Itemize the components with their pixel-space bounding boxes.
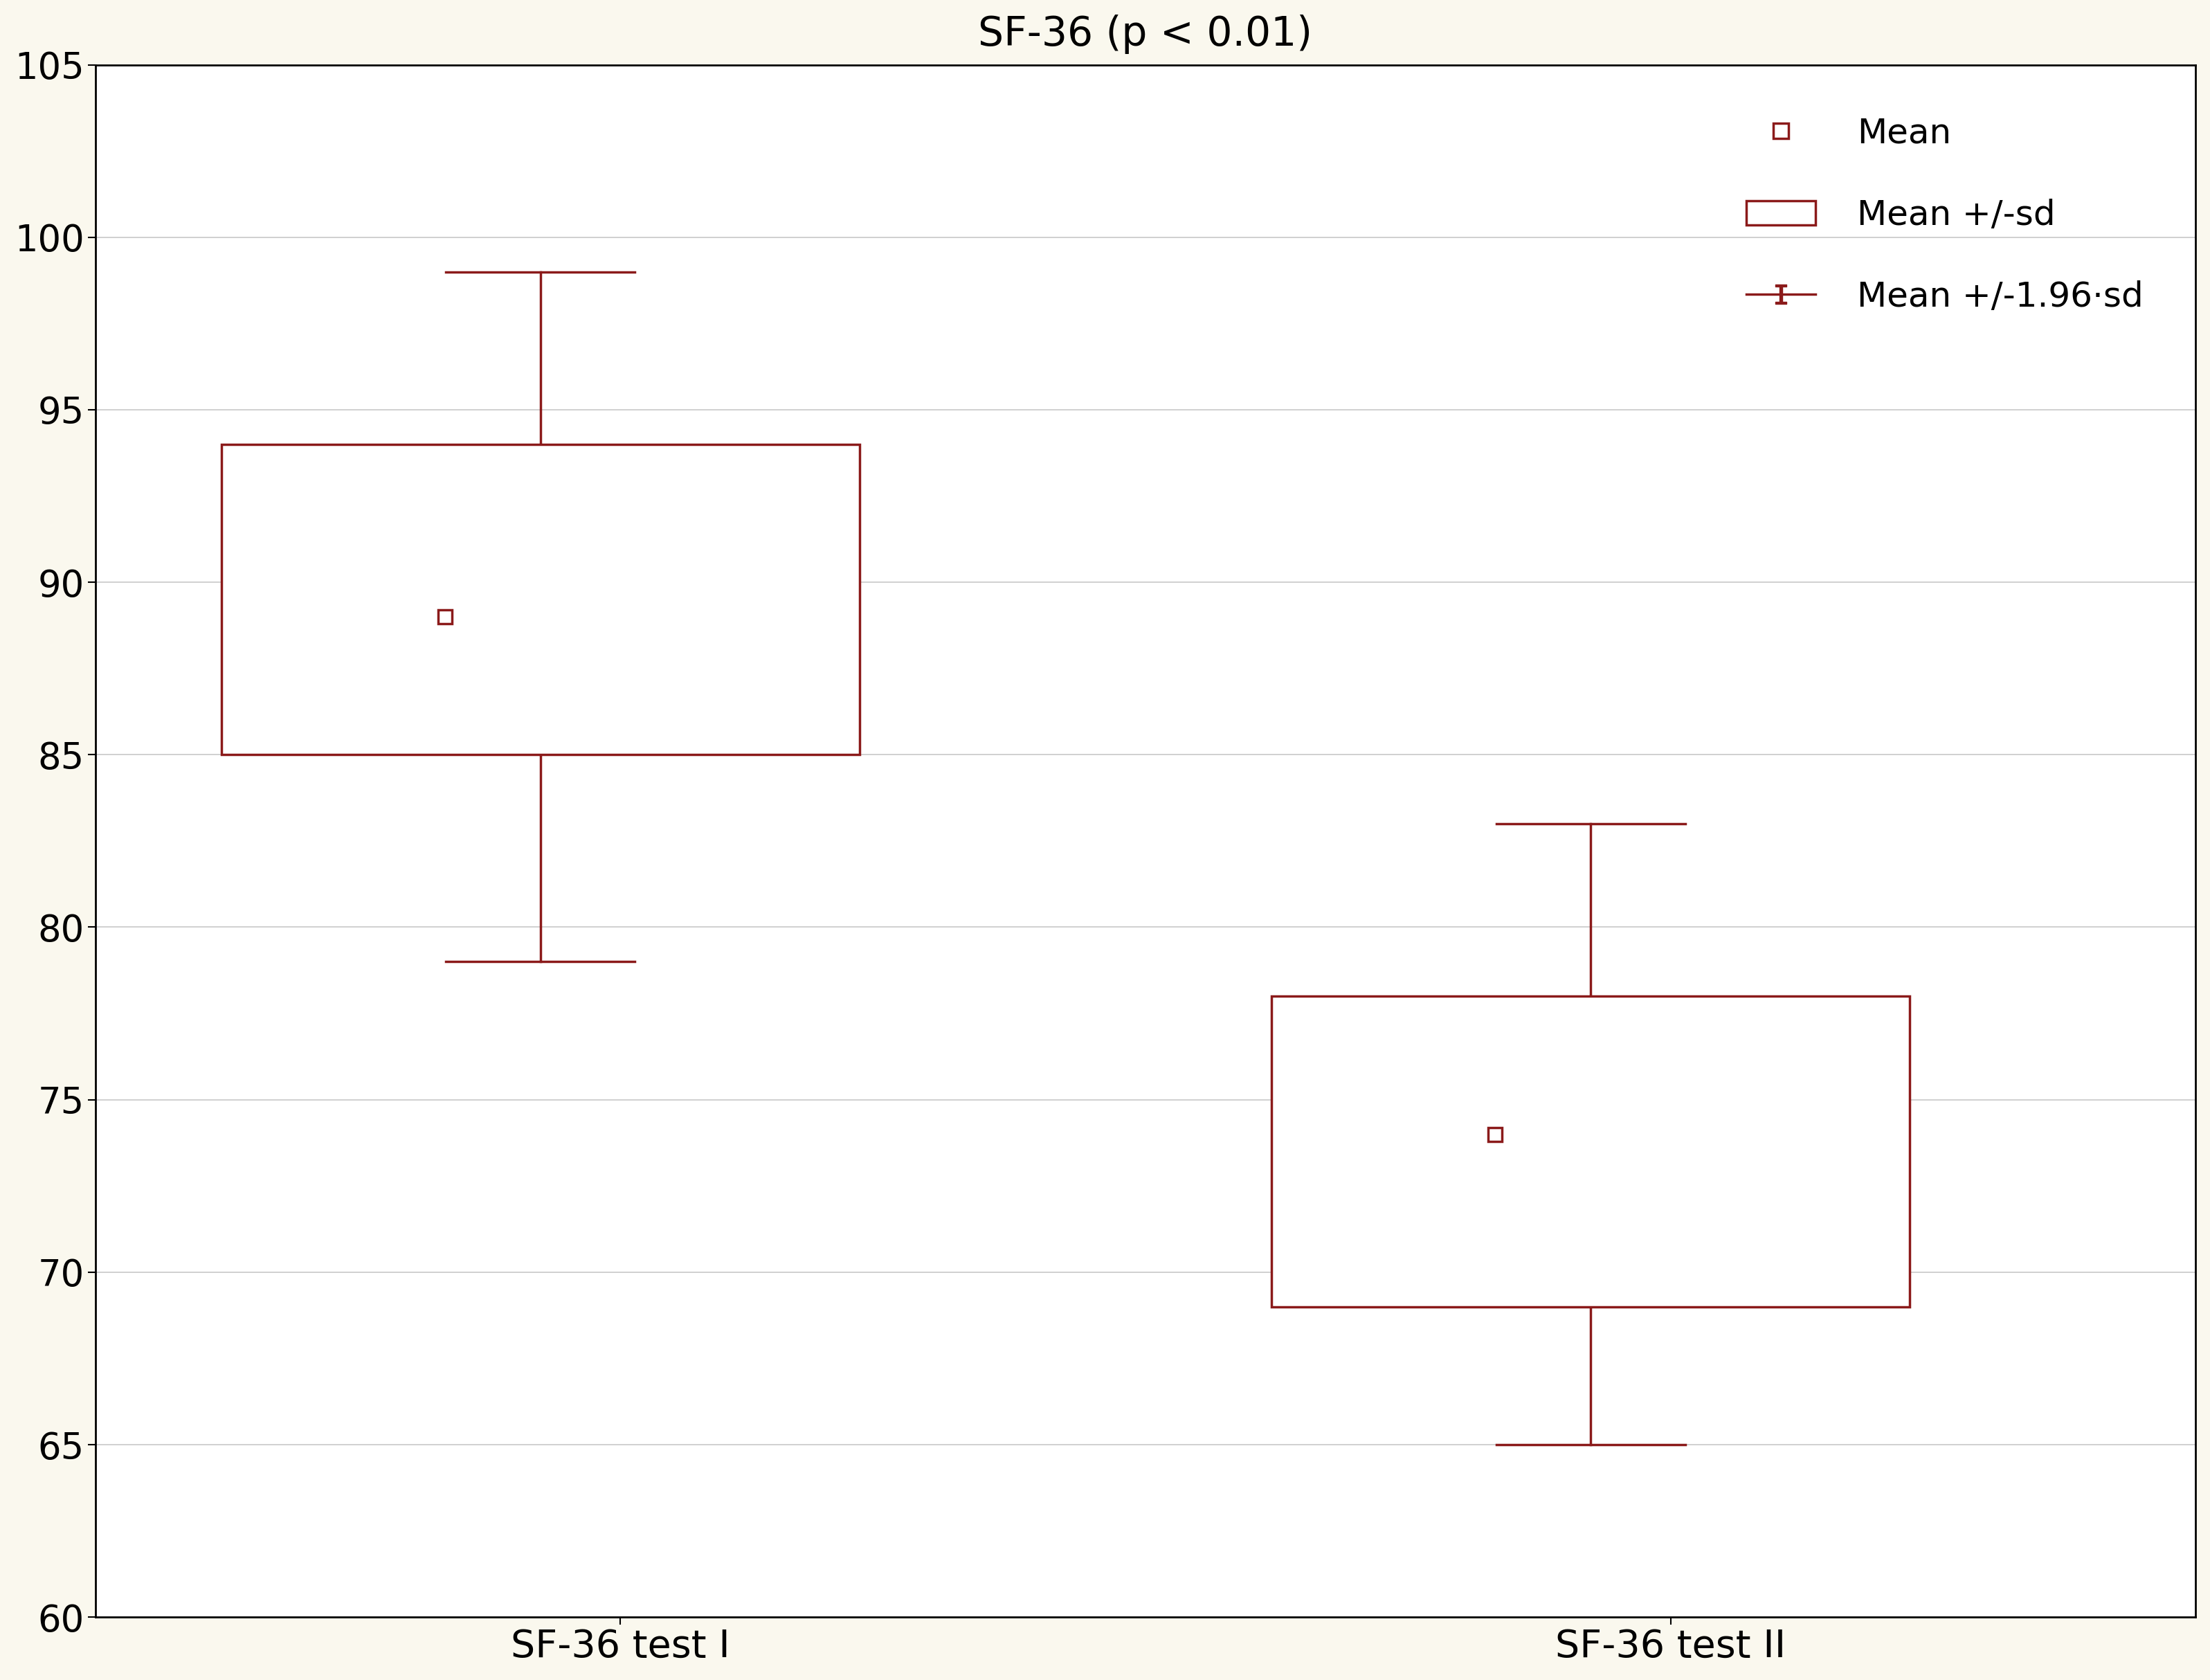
- Bar: [1271, 996, 1909, 1307]
- Legend: Mean, Mean +/-sd, Mean +/-1.96·sd: Mean, Mean +/-sd, Mean +/-1.96·sd: [1713, 82, 2179, 348]
- Title: SF-36 (p < 0.01): SF-36 (p < 0.01): [979, 15, 1313, 54]
- Bar: [221, 444, 860, 754]
